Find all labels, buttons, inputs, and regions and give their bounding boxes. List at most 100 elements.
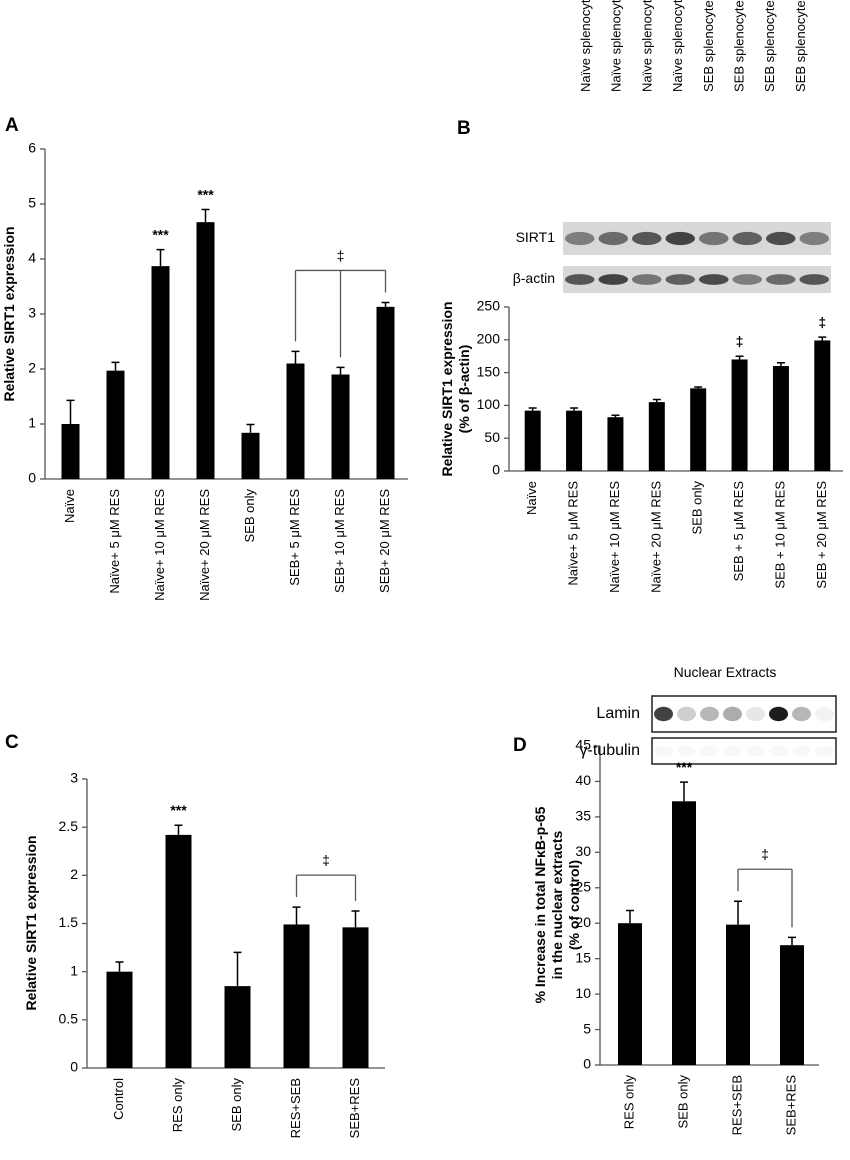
y-tick-label: 20 xyxy=(575,914,591,930)
blot-band xyxy=(766,274,796,285)
significance-mark: ‡ xyxy=(736,333,744,349)
y-tick-label: 100 xyxy=(477,396,501,412)
blot-lane-label: SEB splenocytes + 20μM RES xyxy=(793,0,808,92)
bar xyxy=(524,410,541,471)
x-tick-label: Naïve+ 20 μM RES xyxy=(197,489,212,601)
blot-band xyxy=(746,746,765,756)
y-tick-label: 2 xyxy=(28,360,36,376)
blot-band xyxy=(665,231,695,246)
bar xyxy=(106,971,133,1068)
error-bar xyxy=(201,208,210,223)
x-tick-label: RES only xyxy=(170,1078,185,1133)
bar xyxy=(151,266,170,479)
blot-row-label: γ-tubulin xyxy=(580,742,640,759)
y-tick-label: 0.5 xyxy=(59,1011,79,1027)
y-axis-label: Relative SIRT1 expression xyxy=(439,301,455,476)
y-tick-label: 45 xyxy=(575,737,591,753)
error-bar xyxy=(788,936,796,946)
error-bar xyxy=(694,386,703,389)
bar xyxy=(283,924,310,1068)
panel-letter: D xyxy=(513,735,527,756)
blot-band xyxy=(699,274,729,285)
bar xyxy=(376,306,395,479)
blot-title: Nuclear Extracts xyxy=(674,664,777,680)
y-tick-label: 25 xyxy=(575,878,591,894)
panel-letter: B xyxy=(457,118,471,139)
error-bar xyxy=(735,355,744,360)
x-tick-label: SEB only xyxy=(675,1075,690,1129)
y-tick-label: 200 xyxy=(477,331,501,347)
y-tick-label: 1 xyxy=(70,962,78,978)
y-tick-label: 250 xyxy=(477,298,501,314)
blot-row-label: β-actin xyxy=(513,270,555,286)
bar xyxy=(224,986,251,1068)
bar xyxy=(672,801,696,1065)
error-bar xyxy=(570,407,579,411)
y-tick-label: 2.5 xyxy=(59,818,79,834)
x-tick-label: SEB+RES xyxy=(783,1075,798,1136)
error-bar xyxy=(381,301,390,307)
blot-band xyxy=(700,706,719,722)
blot-band xyxy=(598,231,628,246)
blot-band xyxy=(699,231,729,246)
blot-band xyxy=(792,746,811,756)
y-tick-label: 5 xyxy=(583,1020,591,1036)
y-axis-label: (% of β-actin) xyxy=(456,345,472,434)
y-tick-label: 30 xyxy=(575,843,591,859)
significance-mark: *** xyxy=(170,802,187,818)
y-tick-label: 15 xyxy=(575,949,591,965)
blot-band xyxy=(700,746,719,756)
y-tick-label: 3 xyxy=(70,770,78,786)
blot-band xyxy=(792,706,811,722)
blot-lane-label: Naïve splenocytes + 20μM RES xyxy=(670,0,685,92)
x-tick-label: SEB + 20 μM RES xyxy=(814,481,829,589)
bar xyxy=(61,424,80,479)
error-bar xyxy=(351,910,360,928)
bar xyxy=(106,370,125,479)
x-tick-label: Naïve+ 5 μM RES xyxy=(566,481,581,586)
x-tick-label: RES only xyxy=(621,1075,636,1130)
blot-band xyxy=(632,274,662,285)
bar xyxy=(780,945,804,1065)
y-tick-label: 50 xyxy=(484,429,500,445)
blot-band xyxy=(677,746,696,756)
blot-band xyxy=(799,231,829,246)
x-tick-label: Naïve+ 5 μM RES xyxy=(107,489,122,594)
x-tick-label: SEB+ 20 μM RES xyxy=(377,489,392,593)
y-tick-label: 10 xyxy=(575,985,591,1001)
y-axis-label: Relative SIRT1 expression xyxy=(23,835,39,1010)
blot-band xyxy=(732,231,762,246)
y-tick-label: 35 xyxy=(575,808,591,824)
x-tick-label: SEB+RES xyxy=(347,1078,362,1139)
x-tick-label: RES+SEB xyxy=(288,1078,303,1138)
x-tick-label: Naïve+ 10 μM RES xyxy=(607,481,622,593)
bar xyxy=(566,410,583,471)
x-tick-label: Naïve xyxy=(62,489,77,523)
y-tick-label: 2 xyxy=(70,866,78,882)
blot-band xyxy=(565,231,595,246)
x-tick-label: SEB + 5 μM RES xyxy=(731,481,746,582)
significance-mark: ‡ xyxy=(818,314,826,330)
significance-mark: *** xyxy=(197,187,214,203)
blot-band xyxy=(654,746,673,756)
bar xyxy=(648,402,665,471)
blot-band xyxy=(799,274,829,285)
blot-band xyxy=(654,706,673,722)
y-tick-label: 1 xyxy=(28,415,36,431)
error-bar xyxy=(291,350,300,364)
blot-band xyxy=(766,231,796,246)
error-bar xyxy=(528,407,537,411)
x-tick-label: SEB+ 5 μM RES xyxy=(287,489,302,586)
error-bar xyxy=(776,362,785,367)
y-tick-label: 0 xyxy=(492,462,500,478)
x-tick-label: SEB + 10 μM RES xyxy=(772,481,787,589)
x-tick-label: SEB only xyxy=(690,481,705,535)
blot-band xyxy=(769,706,788,722)
bar xyxy=(241,432,260,479)
x-tick-label: SEB+ 10 μM RES xyxy=(332,489,347,593)
blot-lane-label: SEB splenocytes xyxy=(701,0,716,92)
chart-panel: C 0 0.5 1 1.5 2 2.5 3 Relative SIRT1 expression C… xyxy=(5,732,385,1138)
bar xyxy=(286,363,305,479)
blot-band xyxy=(732,274,762,285)
